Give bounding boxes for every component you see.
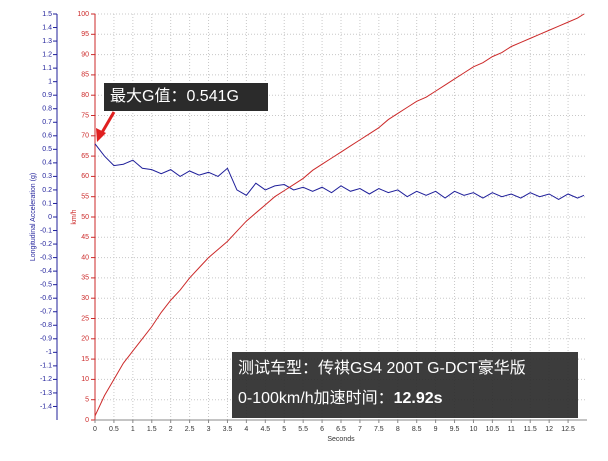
peak-box — [104, 83, 268, 111]
y2-tick-label: 45 — [81, 234, 89, 241]
x-tick-label: 10 — [470, 426, 478, 433]
y-tick-label: -0.3 — [40, 254, 52, 261]
y-tick-label: -0.4 — [40, 268, 52, 275]
y-tick-label: 0.2 — [42, 187, 52, 194]
y2-tick-label: 10 — [81, 376, 89, 383]
y-tick-label: -0.2 — [40, 241, 52, 248]
x-tick-label: 3.5 — [223, 426, 233, 433]
y-tick-label: -0.6 — [40, 295, 52, 302]
y-tick-label: -0.5 — [40, 282, 52, 289]
time-value: 12.92s — [394, 390, 443, 407]
y2-tick-label: 5 — [85, 397, 89, 404]
y-tick-label: 1.4 — [42, 24, 52, 31]
y-tick-label: 1.1 — [42, 65, 52, 72]
data-line — [94, 143, 585, 200]
x-tick-label: 2 — [169, 426, 173, 433]
y-tick-label: -0.8 — [40, 322, 52, 329]
x-tick-label: 10.5 — [486, 426, 500, 433]
x-tick-label: 4.5 — [260, 426, 270, 433]
y2-tick-label: 90 — [81, 51, 89, 58]
x-tick-label: 0 — [93, 426, 97, 433]
y-tick-label: 1.3 — [42, 38, 52, 45]
x-tick-label: 9.5 — [450, 426, 460, 433]
y2-tick-label: 35 — [81, 275, 89, 282]
y2-tick-label: 65 — [81, 153, 89, 160]
y-tick-label: 0.3 — [42, 173, 52, 180]
y2-tick-label: 75 — [81, 112, 89, 119]
y-tick-label: -0.9 — [40, 336, 52, 343]
x-tick-label: 11 — [508, 426, 515, 433]
y-tick-label: 0.6 — [42, 133, 52, 140]
peak-label: 最大G值：0.541G — [110, 87, 239, 105]
x-tick-label: 6 — [320, 426, 324, 433]
peak-arrowhead — [96, 128, 106, 142]
y-tick-label: 0.9 — [42, 92, 52, 99]
x-tick-label: 0.5 — [109, 426, 119, 433]
info-box — [232, 352, 578, 418]
y2-tick-label: 50 — [81, 214, 89, 221]
y2-tick-label: 80 — [81, 92, 89, 99]
y-axis-title: Longitudinal Acceleration (g) — [30, 173, 37, 261]
y2-tick-label: 70 — [81, 133, 89, 140]
y2-axis-title: km/h — [71, 209, 78, 224]
x-tick-label: 7 — [358, 426, 362, 433]
annotations: 最大G值：0.541G 测试车型：传祺GS4 200T G-DCT豪华版 0-1… — [96, 83, 578, 418]
x-tick-label: 1.5 — [147, 426, 157, 433]
y2-tick-label: 15 — [81, 356, 89, 363]
y2-tick-label: 85 — [81, 72, 89, 79]
y-tick-label: 0.7 — [42, 119, 52, 126]
y-tick-label: -1.2 — [40, 376, 52, 383]
y-tick-label: -0.1 — [40, 227, 52, 234]
y2-tick-label: 30 — [81, 295, 89, 302]
y-tick-label: -1.3 — [40, 390, 52, 397]
time-text: 0-100km/h加速时间： — [238, 389, 394, 407]
y-tick-label: 1 — [48, 79, 52, 86]
x-tick-label: 7.5 — [374, 426, 384, 433]
x-tick-label: 4 — [244, 426, 248, 433]
y-tick-label: 0.5 — [42, 146, 52, 153]
y-tick-label: 1.2 — [42, 51, 52, 58]
y2-tick-label: 55 — [81, 194, 89, 201]
x-tick-label: 8.5 — [412, 426, 422, 433]
y2-tick-label: 0 — [85, 417, 89, 424]
y2-tick-label: 95 — [81, 31, 89, 38]
x-tick-label: 11.5 — [524, 426, 537, 433]
x-tick-label: 5 — [282, 426, 286, 433]
data-line — [94, 13, 585, 417]
y2-tick-label: 100 — [77, 11, 89, 18]
y-tick-label: -1 — [46, 349, 52, 356]
x-tick-label: 12.5 — [561, 426, 575, 433]
model-label: 测试车型：传祺GS4 200T G-DCT豪华版 — [238, 358, 526, 377]
x-axis-title: Seconds — [327, 436, 355, 443]
x-tick-label: 8 — [396, 426, 400, 433]
y2-tick-label: 20 — [81, 336, 89, 343]
x-tick-label: 5.5 — [298, 426, 308, 433]
y2-tick-label: 40 — [81, 254, 89, 261]
x-tick-label: 2.5 — [185, 426, 195, 433]
y-tick-label: 1.5 — [42, 11, 52, 18]
x-tick-label: 12 — [545, 426, 553, 433]
y-tick-label: 0 — [48, 214, 52, 221]
x-tick-label: 1 — [131, 426, 135, 433]
y2-tick-label: 60 — [81, 173, 89, 180]
y-tick-label: -1.4 — [40, 403, 52, 410]
y-tick-label: -1.1 — [40, 363, 52, 370]
x-tick-label: 9 — [434, 426, 438, 433]
y-tick-label: -0.7 — [40, 309, 52, 316]
y2-tick-label: 25 — [81, 315, 89, 322]
y-tick-label: 0.4 — [42, 160, 52, 167]
time-label: 0-100km/h加速时间：12.92s — [238, 389, 443, 407]
y-tick-label: 0.8 — [42, 106, 52, 113]
x-tick-label: 6.5 — [336, 426, 346, 433]
x-tick-label: 3 — [207, 426, 211, 433]
y-tick-label: 0.1 — [42, 200, 52, 207]
